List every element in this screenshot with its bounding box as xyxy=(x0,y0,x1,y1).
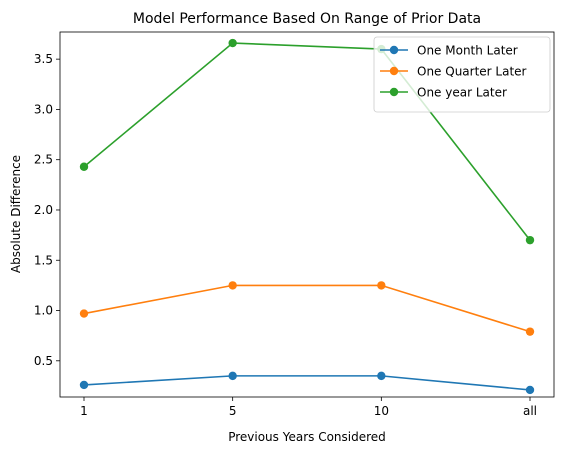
y-tick-label: 3.5 xyxy=(34,52,53,66)
data-point xyxy=(525,385,535,395)
legend-marker xyxy=(389,45,399,55)
data-point xyxy=(228,281,237,290)
data-point xyxy=(377,371,386,381)
y-axis: 0.5 1.0 1.5 2.0 2.5 3.0 3.5 xyxy=(34,52,60,368)
y-tick-label: 2.0 xyxy=(34,203,53,217)
data-point xyxy=(525,327,535,336)
data-point xyxy=(79,309,89,318)
legend-label: One Month Later xyxy=(417,44,518,58)
data-point xyxy=(228,38,237,48)
x-tick-label: 10 xyxy=(374,404,389,418)
x-tick-label: all xyxy=(523,404,537,418)
legend-box xyxy=(373,36,551,113)
y-tick-label: 2.5 xyxy=(34,153,53,167)
x-axis: 1 5 10 all xyxy=(80,397,537,418)
data-point xyxy=(79,162,89,171)
x-axis-label: Previous Years Considered xyxy=(228,430,386,444)
legend-marker xyxy=(389,66,399,76)
chart-title: Model Performance Based On Range of Prio… xyxy=(133,11,481,27)
y-tick-label: 1.5 xyxy=(34,253,53,267)
data-point xyxy=(79,380,89,390)
x-tick-label: 1 xyxy=(80,404,88,418)
data-point xyxy=(228,371,237,381)
legend-label: One year Later xyxy=(417,86,507,100)
y-tick-label: 1.0 xyxy=(34,304,53,318)
y-tick-label: 3.0 xyxy=(34,102,53,116)
legend-marker xyxy=(389,87,399,97)
y-tick-label: 0.5 xyxy=(34,354,53,368)
series-line xyxy=(83,284,531,333)
data-point xyxy=(377,281,386,290)
data-point xyxy=(525,235,535,245)
series-line xyxy=(83,42,531,241)
series-line xyxy=(83,375,531,391)
series-layer xyxy=(79,38,535,395)
legend-label: One Quarter Later xyxy=(417,65,527,79)
y-axis-label: Absolute Difference xyxy=(9,155,23,273)
legend: One Month Later One Quarter Later One year… xyxy=(373,36,551,113)
x-tick-label: 5 xyxy=(229,404,237,418)
